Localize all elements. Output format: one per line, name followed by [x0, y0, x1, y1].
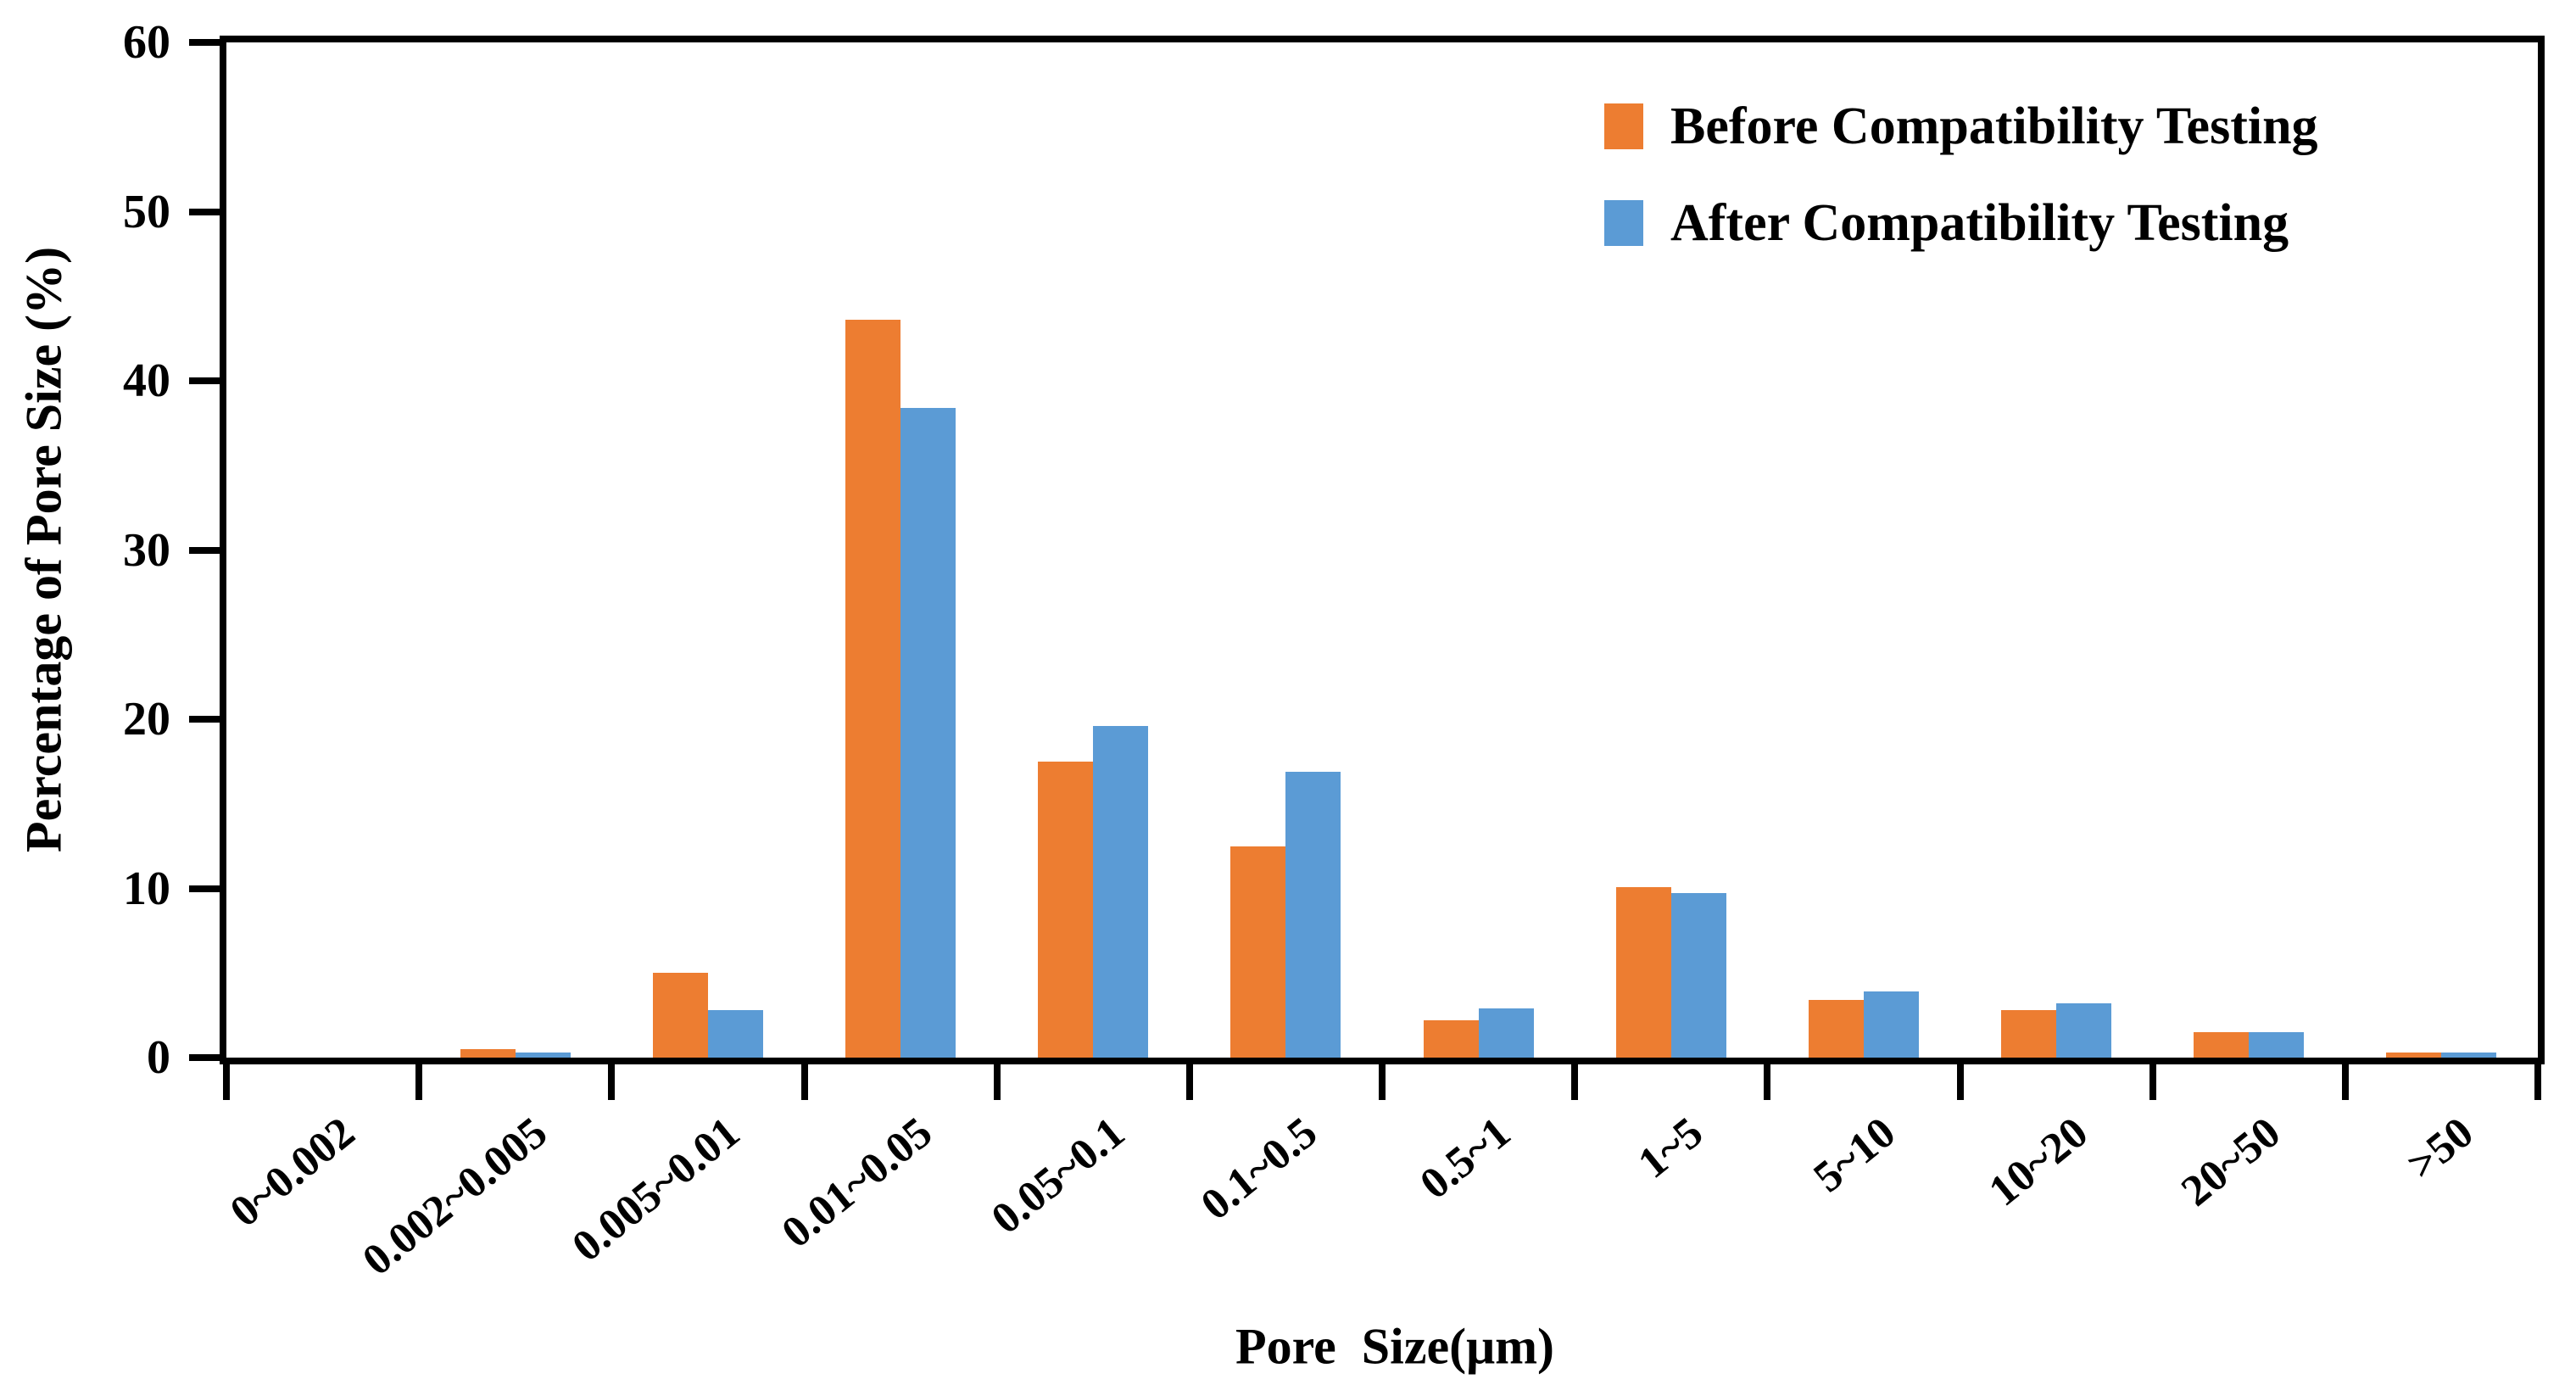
y-tick-label-10: 10 [123, 862, 170, 915]
legend-label-after: After Compatibility Testing [1670, 194, 2289, 252]
x-tick-2 [608, 1064, 616, 1100]
y-tick-label-30: 30 [123, 523, 170, 577]
x-tick-10 [2149, 1064, 2156, 1100]
x-tick-label->50: >50 [2398, 1108, 2483, 1190]
bar-before->50 [2386, 1053, 2442, 1058]
x-tick-label-0~0.002: 0~0.002 [220, 1108, 364, 1237]
bar-before-10~20 [2001, 1010, 2057, 1058]
y-axis-title: Percentage of Pore Size (%) [15, 246, 72, 853]
x-tick-0 [223, 1064, 230, 1100]
x-tick-3 [800, 1064, 808, 1100]
legend: Before Compatibility Testing After Compa… [1604, 100, 2318, 249]
bar-after-1~5 [1670, 893, 1726, 1058]
x-tick-label-20~50: 20~50 [2172, 1108, 2290, 1216]
bar-after->50 [2441, 1053, 2497, 1058]
legend-label-before: Before Compatibility Testing [1670, 98, 2318, 155]
x-tick-label-0.05~0.1: 0.05~0.1 [983, 1108, 1135, 1244]
x-tick-label-5~10: 5~10 [1804, 1108, 1904, 1203]
x-tick-label-0.002~0.005: 0.002~0.005 [353, 1108, 556, 1286]
x-tick-9 [1956, 1064, 1964, 1100]
bar-after-0.002~0.005 [515, 1053, 571, 1058]
y-tick-10 [189, 885, 220, 892]
plot-area-frame [220, 36, 2545, 1064]
bar-before-5~10 [1808, 1000, 1864, 1058]
x-tick-8 [1764, 1064, 1771, 1100]
bar-before-0.005~0.01 [652, 973, 708, 1058]
bar-after-0.005~0.01 [707, 1010, 763, 1058]
bar-after-5~10 [1863, 991, 1919, 1058]
bar-after-10~20 [2056, 1003, 2112, 1058]
x-tick-11 [2341, 1064, 2349, 1100]
y-tick-label-20: 20 [123, 693, 170, 745]
bar-after-0.05~0.1 [1093, 725, 1149, 1058]
y-tick-label-60: 60 [123, 16, 170, 69]
bar-after-0.01~0.05 [900, 407, 956, 1058]
x-tick-label-0.01~0.05: 0.01~0.05 [772, 1108, 942, 1258]
y-tick-label-0: 0 [147, 1031, 170, 1084]
bar-after-0.5~1 [1478, 1008, 1534, 1058]
bar-after-0.1~0.5 [1285, 771, 1341, 1058]
x-tick-label-0.005~0.01: 0.005~0.01 [563, 1108, 749, 1271]
x-tick-5 [1185, 1064, 1193, 1100]
y-tick-20 [189, 716, 220, 723]
bar-before-0.002~0.005 [460, 1049, 516, 1058]
legend-swatch-before [1604, 103, 1643, 149]
y-tick-0 [189, 1054, 220, 1061]
legend-swatch-after [1604, 200, 1643, 246]
x-tick-label-0.5~1: 0.5~1 [1410, 1108, 1519, 1209]
x-tick-4 [993, 1064, 1001, 1100]
bar-before-0.5~1 [1423, 1020, 1479, 1058]
bar-before-20~50 [2194, 1032, 2250, 1058]
x-tick-12 [2534, 1064, 2541, 1100]
y-tick-50 [189, 208, 220, 215]
bar-after-20~50 [2249, 1032, 2305, 1058]
x-axis-title: Pore Size(μm) [1235, 1318, 1555, 1375]
x-tick-6 [1379, 1064, 1386, 1100]
x-tick-label-0.1~0.5: 0.1~0.5 [1192, 1108, 1327, 1230]
x-tick-label-1~5: 1~5 [1629, 1108, 1712, 1188]
bar-before-0.01~0.05 [845, 320, 901, 1058]
x-tick-1 [415, 1064, 423, 1100]
legend-item-before: Before Compatibility Testing [1604, 100, 2318, 153]
x-tick-label-10~20: 10~20 [1980, 1108, 2098, 1216]
y-tick-30 [189, 546, 220, 554]
bar-before-0.1~0.5 [1230, 846, 1286, 1058]
y-tick-60 [189, 39, 220, 46]
y-tick-label-50: 50 [123, 185, 170, 238]
bar-before-0.05~0.1 [1038, 761, 1094, 1058]
y-tick-40 [189, 377, 220, 384]
y-tick-label-40: 40 [123, 355, 170, 407]
legend-item-after: After Compatibility Testing [1604, 197, 2318, 249]
x-tick-7 [1571, 1064, 1579, 1100]
bar-before-1~5 [1615, 886, 1671, 1058]
